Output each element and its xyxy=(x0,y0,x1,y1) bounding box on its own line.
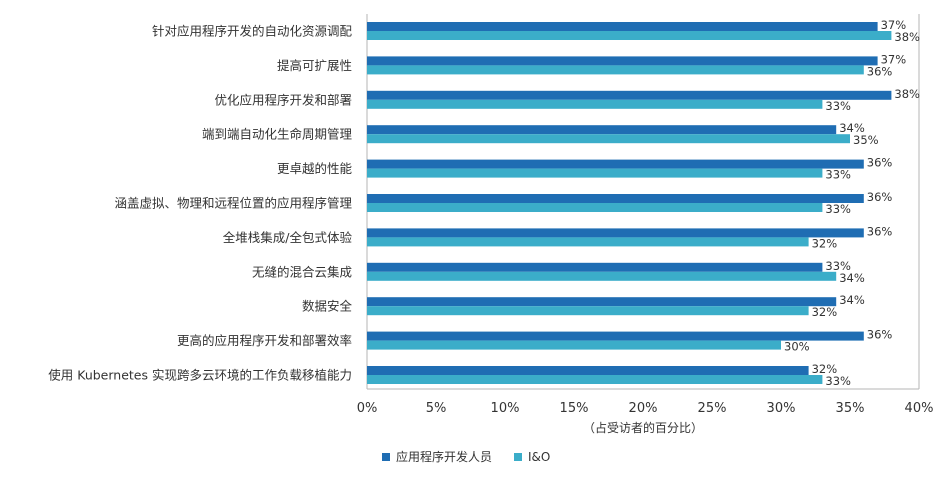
data-label-series-2: 34% xyxy=(839,271,865,285)
legend-swatch-series-2 xyxy=(514,452,523,461)
bar-series-1 xyxy=(367,331,864,341)
x-tick-label: 35% xyxy=(836,401,865,416)
category-label: 全堆栈集成/全包式体验 xyxy=(223,230,353,245)
bar-series-1 xyxy=(367,56,878,66)
bar-series-1 xyxy=(367,228,864,238)
data-label-series-2: 33% xyxy=(825,168,851,182)
category-label: 涵盖虚拟、物理和远程位置的应用程序管理 xyxy=(114,196,352,211)
bar-series-2 xyxy=(367,203,823,212)
bar-series-2 xyxy=(367,271,837,281)
data-label-series-2: 38% xyxy=(894,30,920,44)
bar-series-2 xyxy=(367,375,823,384)
category-label: 优化应用程序开发和部署 xyxy=(214,92,352,107)
bar-series-2 xyxy=(367,306,809,316)
data-label-series-1: 37% xyxy=(881,52,907,66)
x-tick-label: 25% xyxy=(698,401,727,416)
bar-series-2 xyxy=(367,134,850,144)
category-label: 端到端自动化生命周期管理 xyxy=(202,127,353,142)
data-label-series-2: 32% xyxy=(812,236,838,250)
data-label-series-1: 32% xyxy=(812,362,838,376)
category-label: 更卓越的性能 xyxy=(277,161,353,176)
category-label: 数据安全 xyxy=(302,299,353,314)
x-tick-label: 20% xyxy=(629,401,658,416)
x-tick-label: 30% xyxy=(767,401,796,416)
bar-series-2 xyxy=(367,340,781,350)
legend-item-series-2: I&O xyxy=(514,448,550,465)
category-label: 更高的应用程序开发和部署效率 xyxy=(177,333,352,348)
data-label-series-1: 36% xyxy=(867,224,893,238)
bar-series-2 xyxy=(367,99,823,109)
x-axis-title: （占受访者的百分比） xyxy=(583,420,703,435)
data-label-series-1: 36% xyxy=(867,328,893,342)
data-label-series-1: 37% xyxy=(881,18,907,32)
bar-series-2 xyxy=(367,237,809,247)
legend-label-series-2: I&O xyxy=(528,449,551,464)
data-label-series-2: 35% xyxy=(853,133,879,147)
legend-item-series-1: 应用程序开发人员 xyxy=(382,448,492,465)
category-label: 使用 Kubernetes 实现跨多云环境的工作负载移植能力 xyxy=(48,368,352,383)
bar-series-1 xyxy=(367,194,864,203)
data-label-series-1: 36% xyxy=(867,156,893,170)
category-label: 提高可扩展性 xyxy=(277,58,352,73)
legend-label-series-1: 应用程序开发人员 xyxy=(396,450,493,464)
bar-series-2 xyxy=(367,65,864,75)
x-tick-label: 15% xyxy=(560,401,589,416)
data-label-series-2: 33% xyxy=(825,374,851,388)
data-label-series-1: 38% xyxy=(894,87,920,101)
data-label-series-2: 33% xyxy=(825,99,851,113)
bar-series-1 xyxy=(367,125,837,135)
data-label-series-2: 32% xyxy=(812,305,838,319)
data-label-series-1: 34% xyxy=(839,121,865,135)
data-label-series-1: 34% xyxy=(839,293,865,307)
bar-series-2 xyxy=(367,168,823,178)
bar-series-1 xyxy=(367,366,809,375)
category-label: 针对应用程序开发的自动化资源调配 xyxy=(152,24,353,39)
data-label-series-2: 33% xyxy=(825,202,851,216)
x-tick-label: 10% xyxy=(491,401,520,416)
bar-series-1 xyxy=(367,90,892,100)
x-tick-label: 5% xyxy=(426,401,447,416)
data-label-series-1: 36% xyxy=(867,190,893,204)
bar-series-1 xyxy=(367,159,864,169)
x-tick-label: 0% xyxy=(357,401,378,416)
category-label: 无缝的混合云集成 xyxy=(252,264,352,279)
bar-series-1 xyxy=(367,22,878,31)
legend-swatch-series-1 xyxy=(382,452,390,461)
data-label-series-2: 36% xyxy=(867,64,893,78)
data-label-series-2: 30% xyxy=(784,340,810,354)
data-label-series-1: 33% xyxy=(825,259,851,273)
bar-series-1 xyxy=(367,297,837,307)
bar-series-1 xyxy=(367,262,823,272)
x-tick-label: 40% xyxy=(905,401,934,416)
legend: 应用程序开发人员 I&O xyxy=(382,448,550,465)
bar-series-2 xyxy=(367,31,892,40)
